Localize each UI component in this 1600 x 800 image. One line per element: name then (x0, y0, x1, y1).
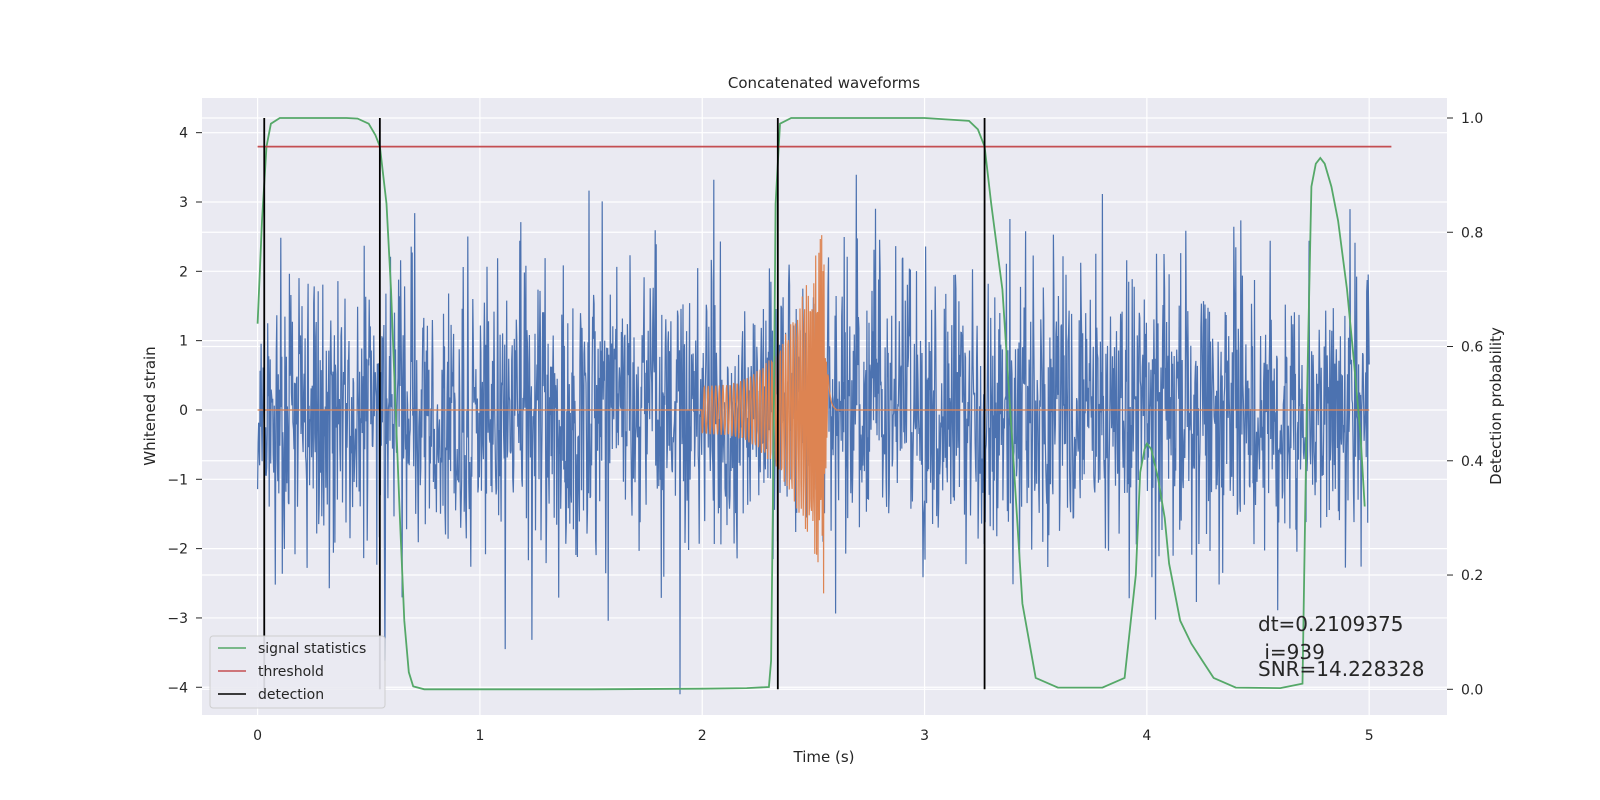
x-tick-label: 0 (253, 728, 262, 744)
y-right-tick-label: 0.2 (1461, 568, 1483, 584)
annotation-snr: SNR=14.228328 (1258, 657, 1424, 681)
y-left-tick-label: 1 (179, 334, 188, 350)
legend-label-threshold: threshold (258, 664, 324, 680)
annotation-dt: dt=0.2109375 (1258, 612, 1403, 636)
detection-lines (263, 117, 986, 690)
x-tick-label: 2 (698, 728, 707, 744)
signal-statistics-line (256, 117, 1366, 691)
y-right-tick-label: 0.4 (1461, 454, 1483, 470)
y-left-tick-label: 4 (179, 126, 188, 142)
x-tick-label: 4 (1142, 728, 1151, 744)
y-right-tick-label: 0.0 (1461, 682, 1483, 698)
legend-label-signal-statistics: signal statistics (258, 641, 366, 657)
y-left-tick-label: 0 (179, 403, 188, 419)
y-left-tick-label: 3 (179, 195, 188, 211)
y-left-tick-label: −3 (167, 611, 188, 627)
y-left-tick-label: −4 (167, 680, 188, 696)
y-right-tick-label: 1.0 (1461, 111, 1483, 127)
chart-title: Concatenated waveforms (728, 74, 920, 92)
legend-label-detection: detection (258, 687, 324, 703)
probability-series (256, 117, 1392, 691)
y-axis-label-right: Detection probability (1487, 327, 1505, 485)
x-tick-label: 5 (1365, 728, 1374, 744)
annotation-index: i=939 (1258, 640, 1325, 664)
x-tick-label: 1 (475, 728, 484, 744)
waveform-line (257, 235, 1370, 594)
legend: signal statistics threshold detection (209, 635, 386, 709)
y-left-tick-label: −1 (167, 472, 188, 488)
y-left-tick-label: −2 (167, 542, 188, 558)
y-axis-label-left: Whitened strain (141, 346, 159, 465)
x-axis-label: Time (s) (793, 748, 855, 766)
y-right-tick-label: 0.8 (1461, 225, 1483, 241)
tick-labels: 0 1 2 3 4 5 −4 −3 −2 −1 0 1 2 3 4 0.0 0.2 0.4 0.6 0.8 1.0 (167, 111, 1483, 744)
y-left-tick-label: 2 (179, 264, 188, 280)
y-right-tick-label: 0.6 (1461, 340, 1483, 356)
x-tick-label: 3 (920, 728, 929, 744)
legend-box (209, 635, 386, 709)
waveform-series (257, 235, 1370, 594)
